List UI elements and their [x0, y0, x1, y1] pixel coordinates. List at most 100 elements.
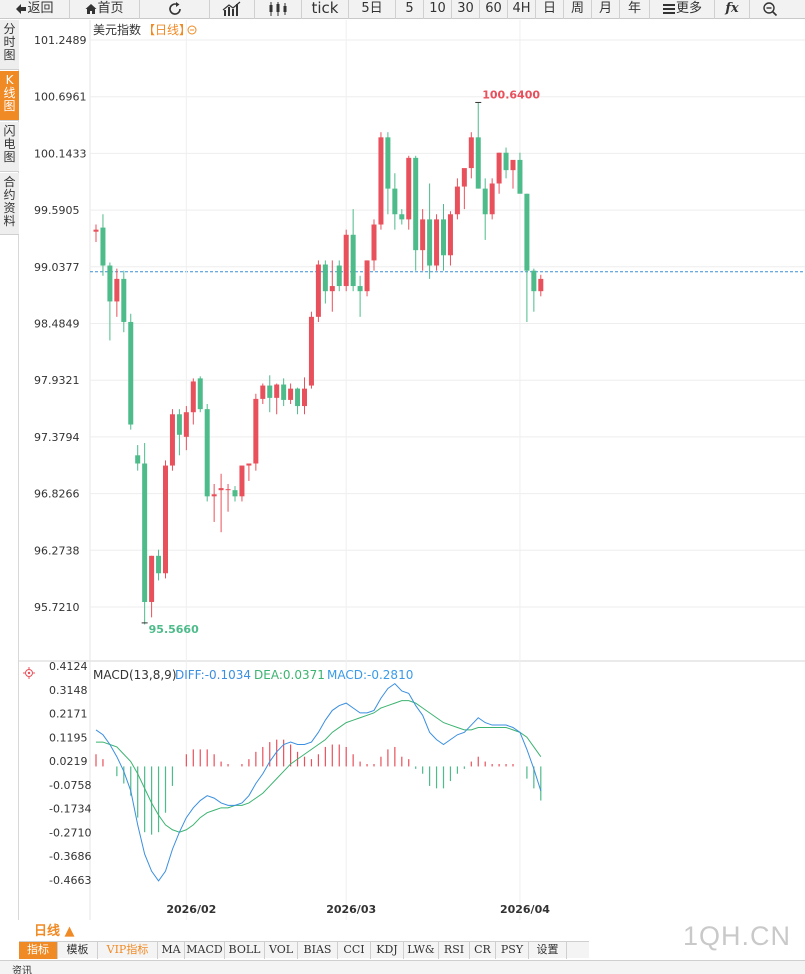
more-button[interactable]: 更多: [650, 0, 715, 19]
tab-cr[interactable]: CR: [470, 942, 496, 959]
candle[interactable]: [267, 375, 273, 413]
candle[interactable]: [315, 260, 321, 322]
candle[interactable]: [295, 387, 301, 415]
candle[interactable]: [253, 393, 259, 471]
tab-kline[interactable]: K线图: [0, 71, 19, 121]
candle[interactable]: [142, 442, 148, 625]
period-30min-button[interactable]: 30: [452, 0, 480, 19]
tab-macd[interactable]: MACD: [185, 942, 225, 959]
tab-contract-info[interactable]: 合约资料: [0, 173, 19, 235]
candle[interactable]: [190, 378, 196, 425]
candle[interactable]: [107, 262, 113, 341]
candle[interactable]: [149, 555, 155, 618]
candle[interactable]: [204, 404, 210, 502]
macd-settings-icon[interactable]: [23, 667, 35, 679]
candle[interactable]: [357, 275, 363, 317]
candle[interactable]: [322, 260, 328, 304]
candle[interactable]: [232, 486, 238, 502]
candle[interactable]: [121, 270, 127, 333]
candle[interactable]: [281, 378, 287, 407]
candle[interactable]: [114, 268, 120, 317]
candle[interactable]: [461, 168, 467, 210]
tab-vol[interactable]: VOL: [265, 942, 298, 959]
period-day-button[interactable]: 日: [536, 0, 564, 19]
candle[interactable]: [246, 463, 252, 481]
tab-timeshare[interactable]: 分时图: [0, 20, 19, 70]
candle[interactable]: [218, 473, 224, 533]
tab-rsi[interactable]: RSI: [439, 942, 470, 959]
tab-lightning[interactable]: 闪电图: [0, 122, 19, 172]
settings-tab[interactable]: 设置: [529, 942, 567, 959]
candle[interactable]: [538, 274, 544, 297]
candle[interactable]: [93, 224, 99, 242]
refresh-button[interactable]: [140, 0, 210, 19]
candle[interactable]: [378, 132, 384, 230]
candle[interactable]: [302, 377, 307, 415]
candle[interactable]: [510, 159, 516, 189]
candle[interactable]: [308, 311, 314, 389]
period-year-button[interactable]: 年: [620, 0, 650, 19]
candle[interactable]: [176, 409, 182, 456]
candle[interactable]: [288, 383, 294, 405]
candle[interactable]: [489, 178, 495, 220]
candle[interactable]: [211, 484, 217, 522]
candle[interactable]: [496, 152, 502, 194]
tab-bias[interactable]: BIAS: [298, 942, 338, 959]
candle[interactable]: [343, 229, 349, 292]
period-60min-button[interactable]: 60: [480, 0, 508, 19]
candle[interactable]: [441, 204, 446, 271]
candle[interactable]: [524, 193, 530, 322]
candle[interactable]: [169, 409, 175, 471]
candle[interactable]: [163, 460, 168, 579]
home-button[interactable]: 首页: [70, 0, 140, 19]
candle[interactable]: [364, 260, 370, 297]
candle[interactable]: [135, 445, 141, 471]
candle[interactable]: [225, 484, 231, 512]
formula-button[interactable]: fx: [715, 0, 750, 19]
status-text[interactable]: 资讯: [12, 966, 32, 974]
candle[interactable]: [531, 268, 537, 312]
tick-button[interactable]: tick: [302, 0, 349, 19]
candle[interactable]: [371, 219, 377, 271]
candle[interactable]: [517, 152, 523, 194]
candle[interactable]: [447, 211, 453, 266]
period-5day-button[interactable]: 5日: [349, 0, 396, 19]
tab-lw[interactable]: LW&: [404, 942, 439, 959]
candle[interactable]: [392, 173, 398, 230]
candle[interactable]: [350, 209, 356, 292]
candle[interactable]: [503, 147, 509, 179]
back-button[interactable]: 返回: [0, 0, 70, 19]
tab-ma[interactable]: MA: [158, 942, 185, 959]
period-5min-button[interactable]: 5: [396, 0, 424, 19]
chart-type-button[interactable]: [210, 0, 255, 19]
candle[interactable]: [100, 214, 106, 276]
candle[interactable]: [197, 376, 203, 413]
period-week-button[interactable]: 周: [564, 0, 592, 19]
candle[interactable]: [260, 383, 266, 405]
template-tab[interactable]: 模板: [58, 942, 98, 959]
candle[interactable]: [475, 102, 481, 189]
candle[interactable]: [427, 183, 433, 279]
candle[interactable]: [454, 178, 460, 220]
candle[interactable]: [406, 155, 412, 230]
period-4h-button[interactable]: 4H: [508, 0, 536, 19]
period-10min-button[interactable]: 10: [424, 0, 452, 19]
period-month-button[interactable]: 月: [592, 0, 620, 19]
candle[interactable]: [434, 214, 440, 271]
tab-boll[interactable]: BOLL: [225, 942, 265, 959]
collapse-icon[interactable]: [187, 25, 197, 35]
candle[interactable]: [468, 132, 474, 179]
period-selector-button[interactable]: 日线 ▲: [20, 922, 87, 941]
candle[interactable]: [128, 313, 134, 430]
candle[interactable]: [329, 260, 335, 312]
candle[interactable]: [274, 383, 280, 415]
indicator-tab[interactable]: 指标: [19, 942, 58, 959]
tab-cci[interactable]: CCI: [338, 942, 371, 959]
vip-indicator-tab[interactable]: VIP指标: [98, 942, 158, 959]
candle[interactable]: [385, 132, 391, 215]
tab-psy[interactable]: PSY: [496, 942, 529, 959]
candlestick-button[interactable]: [255, 0, 302, 19]
candle[interactable]: [399, 209, 405, 225]
zoom-out-button[interactable]: [750, 0, 790, 19]
candle[interactable]: [239, 465, 245, 502]
